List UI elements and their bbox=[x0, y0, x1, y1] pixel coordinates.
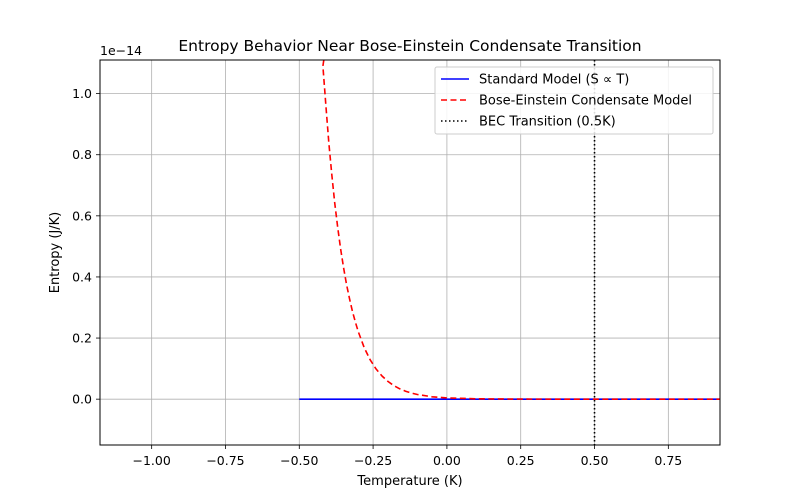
legend-entry-label: Bose-Einstein Condensate Model bbox=[479, 94, 692, 109]
x-tick-label: 0.75 bbox=[654, 453, 682, 468]
y-tick-label: 0.8 bbox=[72, 147, 92, 162]
legend-entry-label: BEC Transition (0.5K) bbox=[479, 115, 616, 130]
x-tick-label: 0.25 bbox=[507, 453, 535, 468]
x-tick-label: −1.00 bbox=[133, 453, 171, 468]
legend: Standard Model (S ∝ T) Bose-Einstein Cond… bbox=[434, 66, 714, 135]
legend-entry-label: Standard Model (S ∝ T) bbox=[479, 73, 629, 88]
series-line-2 bbox=[322, 60, 720, 401]
x-tick-label: 0.50 bbox=[581, 453, 609, 468]
x-axis-label: Temperature (K) bbox=[356, 474, 462, 489]
tick-layer: −1.00 −0.75 −0.50 −0.25 0.00 0.25 0.50 0.75 0.0 0… bbox=[72, 86, 682, 468]
y-axis-label: Entropy (J/K) bbox=[48, 212, 63, 294]
x-tick-label: 0.00 bbox=[433, 453, 461, 468]
y-tick-label: 0.2 bbox=[72, 331, 92, 346]
x-tick-label: −0.25 bbox=[354, 453, 392, 468]
y-tick-label: 0.4 bbox=[72, 269, 92, 284]
y-tick-label: 1.0 bbox=[72, 86, 92, 101]
x-tick-label: −0.75 bbox=[206, 453, 244, 468]
y-tick-label: 0.6 bbox=[72, 208, 92, 223]
x-tick-label: −0.50 bbox=[280, 453, 318, 468]
plot-frame bbox=[99, 59, 721, 446]
chart-title: Entropy Behavior Near Bose-Einstein Cond… bbox=[178, 37, 641, 55]
legend-box bbox=[434, 66, 714, 135]
y-offset-text: 1e−14 bbox=[100, 43, 142, 58]
y-tick-label: 0.0 bbox=[72, 392, 92, 407]
